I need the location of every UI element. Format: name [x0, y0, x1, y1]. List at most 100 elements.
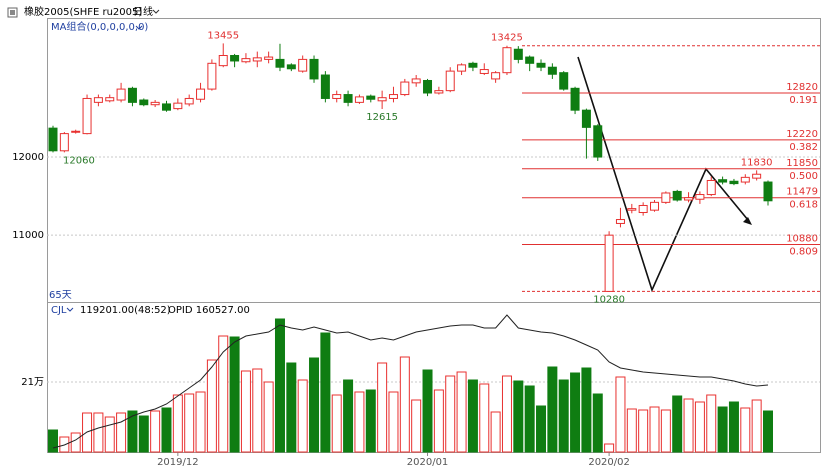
fib-ratio-label: 0.809: [789, 247, 818, 258]
volume-bar: [536, 405, 547, 453]
note: 65天: [49, 290, 72, 301]
volume-bar: [377, 362, 388, 453]
open-interest-line: [52, 314, 769, 449]
candle-body: [763, 181, 773, 202]
fib-ratio-label: 0.500: [789, 171, 818, 182]
volume-bar: [274, 318, 285, 453]
dropdown-arrow[interactable]: [66, 307, 74, 312]
window-icon: [7, 7, 18, 18]
candle-body: [468, 62, 478, 68]
candle-body: [695, 194, 705, 200]
candle-body: [411, 78, 421, 84]
window-icon: [10, 10, 15, 15]
candle-body: [230, 54, 240, 62]
chart-title: 橡胶2005(SHFE ru2005): [24, 5, 142, 18]
volume-bar: [706, 394, 717, 453]
dropdown-arrow[interactable]: [152, 9, 160, 14]
price-annotation: 11830: [741, 157, 773, 168]
price-annotation: 13425: [491, 33, 523, 44]
volume-bar: [127, 410, 138, 453]
volume-bar: [592, 393, 603, 453]
volume-bar: [150, 410, 161, 453]
candle-body: [491, 72, 501, 80]
volume-bar: [138, 415, 149, 453]
candle-body: [661, 192, 671, 203]
candle-body: [161, 103, 171, 111]
volume-bar: [445, 375, 456, 453]
y-tick-label: 21万: [21, 377, 44, 388]
volume-bar: [240, 370, 251, 453]
fib-price-label: 11479: [786, 187, 818, 198]
volume-bar: [309, 357, 320, 453]
candle-body: [139, 99, 149, 106]
volume-bar: [467, 379, 478, 453]
candle-body: [105, 97, 115, 102]
volume-bar: [604, 443, 615, 453]
fib-price-label: 12820: [786, 82, 818, 93]
volume-bar: [513, 380, 524, 453]
candle-body: [457, 64, 467, 72]
volume-bar: [331, 394, 342, 453]
volume-bar: [184, 393, 195, 453]
candle-body: [173, 102, 183, 110]
fib-price-label: 12220: [786, 129, 818, 140]
volume-bar: [354, 391, 365, 453]
volume-bar: [490, 411, 501, 453]
volume-bar: [660, 409, 671, 453]
y-tick-label: 12000: [12, 152, 44, 163]
volume-bar: [172, 394, 183, 453]
x-tick-label: 2020/02: [588, 457, 630, 468]
price-annotation: 10280: [593, 294, 625, 305]
volume-bar: [456, 371, 467, 453]
x-tick-label: 2020/01: [407, 457, 449, 468]
volume-bar: [286, 362, 297, 453]
volume-bar: [763, 410, 773, 453]
candle-body: [116, 88, 126, 101]
candle-body: [593, 125, 603, 158]
candle-body: [150, 101, 160, 106]
candle-body: [627, 208, 637, 211]
volume-bar: [70, 432, 81, 453]
candle-body: [71, 130, 81, 133]
volume-bar: [104, 416, 115, 453]
volume-bar: [570, 372, 581, 453]
candle-body: [343, 94, 353, 103]
volume-bar: [479, 383, 490, 453]
candle-body: [196, 88, 206, 100]
candle-body: [377, 97, 387, 102]
candle-body: [309, 58, 319, 80]
candle-body: [684, 197, 694, 201]
volume-bar: [365, 389, 376, 453]
candle-body: [615, 219, 625, 224]
volume-bar: [524, 385, 535, 453]
candle-body: [706, 179, 716, 196]
volume-bar: [649, 406, 660, 453]
x-tick-label: 2019/12: [157, 457, 199, 468]
price-annotation: 12060: [63, 155, 95, 166]
candle-body: [604, 234, 614, 292]
series-name: CJL: [51, 305, 67, 316]
volume-bar: [626, 408, 637, 453]
volume-bar: [558, 379, 569, 453]
volume-bar: [728, 401, 739, 453]
volume-bar: [399, 356, 410, 453]
volume-bar: [615, 376, 626, 453]
dropdown-arrow[interactable]: [135, 25, 143, 30]
period[interactable]: 日线: [133, 5, 153, 18]
candle-body: [82, 97, 92, 135]
candle-body: [581, 109, 591, 128]
readout: OPID 160527.00: [168, 305, 250, 316]
fib-price-label: 10880: [786, 234, 818, 245]
volume-bar: [218, 335, 229, 453]
candle-body: [298, 58, 308, 72]
fib-ratio-label: 0.191: [789, 95, 818, 106]
candle-body: [502, 47, 512, 74]
volume-bar: [206, 359, 217, 453]
candle-body: [638, 204, 648, 214]
candle-body: [93, 97, 103, 103]
volume-bar: [252, 368, 263, 453]
volume-bar: [751, 399, 762, 453]
candle-body: [388, 94, 398, 99]
volume-bar: [411, 399, 422, 453]
